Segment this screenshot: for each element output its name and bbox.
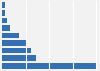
Bar <box>2 40 27 46</box>
Bar <box>2 33 19 38</box>
Bar <box>2 18 7 23</box>
Bar <box>2 25 10 31</box>
Bar <box>2 10 5 16</box>
Bar <box>2 63 96 69</box>
Bar <box>2 55 36 61</box>
Bar <box>2 48 31 53</box>
Bar <box>2 2 5 8</box>
